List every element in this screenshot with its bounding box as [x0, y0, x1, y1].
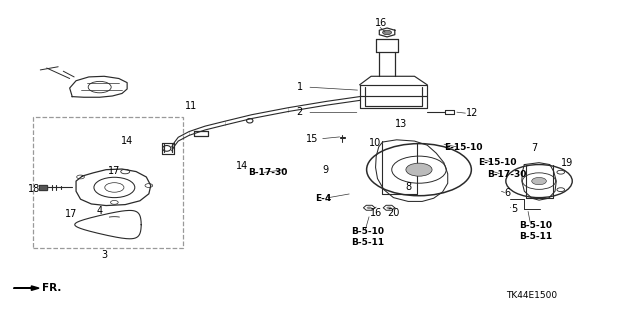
- Polygon shape: [39, 185, 47, 190]
- Text: 1: 1: [296, 82, 303, 92]
- Text: 8: 8: [405, 182, 411, 192]
- Text: 17: 17: [108, 166, 120, 176]
- Text: 3: 3: [102, 250, 108, 260]
- Text: E-15-10: E-15-10: [444, 143, 483, 152]
- Circle shape: [387, 206, 392, 209]
- Text: 11: 11: [185, 101, 197, 111]
- Text: FR.: FR.: [42, 283, 61, 293]
- Text: 19: 19: [561, 158, 573, 168]
- Text: 16: 16: [374, 18, 387, 28]
- Polygon shape: [13, 286, 39, 290]
- Circle shape: [532, 177, 547, 185]
- Text: B-5-10: B-5-10: [519, 221, 552, 230]
- Text: 16: 16: [370, 208, 382, 218]
- Circle shape: [383, 30, 392, 35]
- Text: B-5-11: B-5-11: [519, 232, 552, 241]
- Text: 7: 7: [531, 143, 537, 153]
- Text: B-17-30: B-17-30: [248, 168, 287, 177]
- Text: TK44E1500: TK44E1500: [506, 291, 557, 300]
- Bar: [33, 117, 182, 249]
- Text: 12: 12: [466, 108, 478, 118]
- Text: 13: 13: [395, 119, 407, 129]
- Text: B-5-11: B-5-11: [351, 238, 385, 247]
- Text: 4: 4: [97, 206, 103, 216]
- Text: 6: 6: [504, 189, 510, 198]
- Text: 14: 14: [121, 136, 133, 146]
- Text: 14: 14: [236, 161, 248, 172]
- Text: 9: 9: [322, 165, 328, 175]
- Text: 18: 18: [28, 184, 41, 194]
- Text: 2: 2: [296, 108, 303, 117]
- Text: 10: 10: [369, 138, 381, 148]
- Text: B-17-30: B-17-30: [487, 170, 526, 179]
- Text: E-4: E-4: [315, 194, 332, 203]
- Circle shape: [406, 163, 432, 176]
- Text: E-15-10: E-15-10: [478, 158, 516, 167]
- Text: 5: 5: [511, 204, 518, 214]
- Text: 17: 17: [65, 209, 77, 219]
- Text: 15: 15: [306, 134, 319, 144]
- Circle shape: [367, 206, 372, 209]
- Text: 20: 20: [387, 208, 399, 218]
- Text: B-5-10: B-5-10: [351, 227, 385, 236]
